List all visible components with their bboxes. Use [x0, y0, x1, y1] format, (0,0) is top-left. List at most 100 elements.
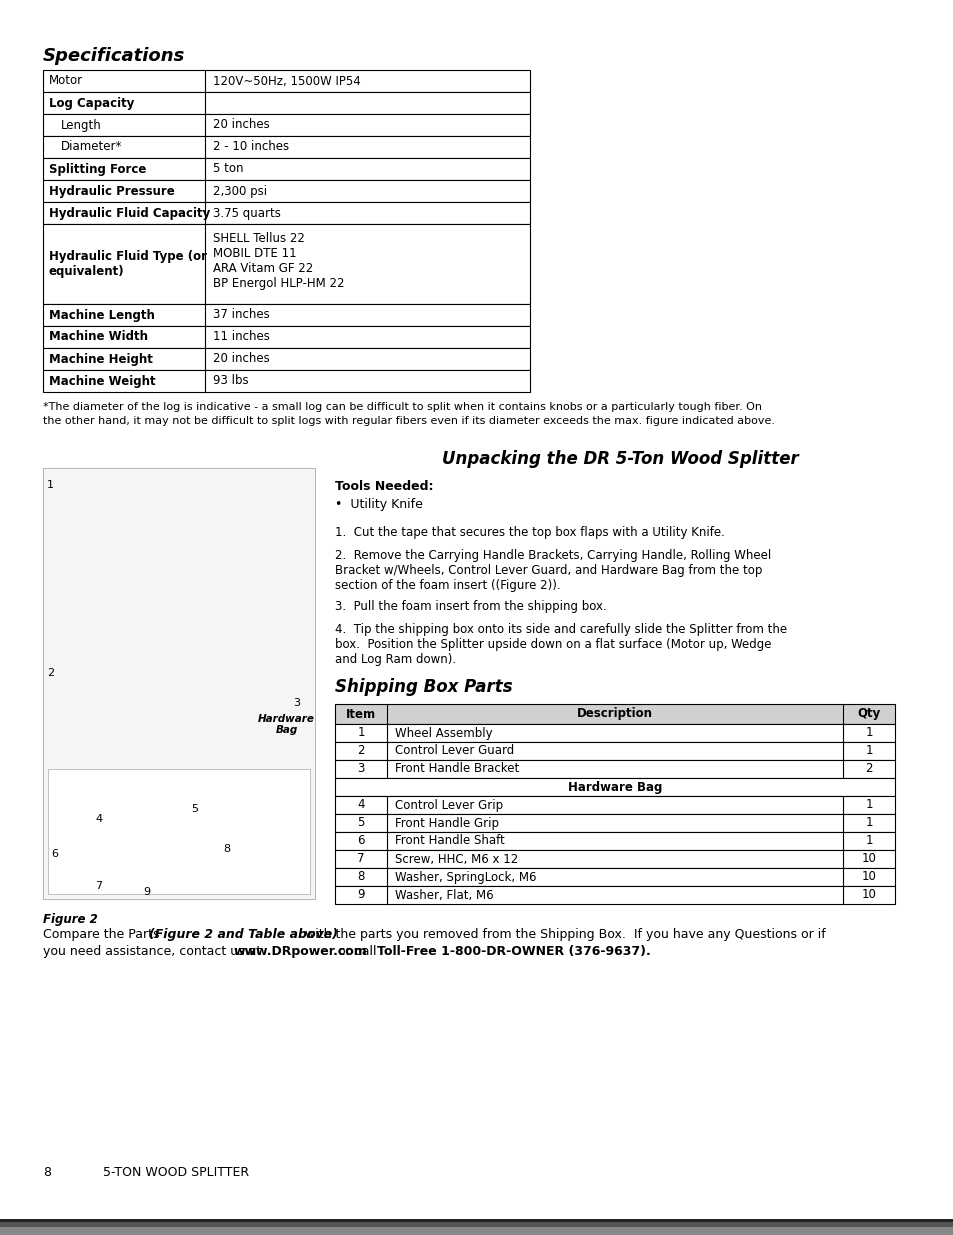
Bar: [43, 348, 530, 370]
Text: 2: 2: [47, 668, 54, 678]
Bar: [43, 203, 530, 224]
Text: Splitting Force: Splitting Force: [49, 163, 146, 175]
Bar: [335, 704, 894, 724]
Text: 8: 8: [357, 871, 364, 883]
Bar: [43, 326, 530, 348]
Text: Unpacking the DR 5-Ton Wood Splitter: Unpacking the DR 5-Ton Wood Splitter: [441, 450, 798, 468]
Text: 2 - 10 inches: 2 - 10 inches: [213, 141, 289, 153]
Text: 9: 9: [143, 887, 150, 897]
Text: Log Capacity: Log Capacity: [49, 96, 134, 110]
Bar: [0, 1219, 953, 1221]
Bar: [43, 224, 530, 304]
Text: 6: 6: [356, 835, 364, 847]
Bar: [335, 850, 894, 868]
Bar: [43, 91, 530, 114]
Bar: [43, 70, 530, 91]
Text: 6: 6: [51, 848, 58, 860]
Text: Hardware Bag: Hardware Bag: [567, 781, 661, 794]
Text: Length: Length: [61, 119, 102, 131]
Text: Wheel Assembly: Wheel Assembly: [395, 726, 492, 740]
Text: 8: 8: [43, 1167, 51, 1179]
Text: 11 inches: 11 inches: [213, 331, 270, 343]
Text: 3.  Pull the foam insert from the shipping box.: 3. Pull the foam insert from the shippin…: [335, 600, 606, 613]
Text: Machine Weight: Machine Weight: [49, 374, 155, 388]
Text: Front Handle Bracket: Front Handle Bracket: [395, 762, 518, 776]
Text: Washer, Flat, M6: Washer, Flat, M6: [395, 888, 493, 902]
Text: Screw, HHC, M6 x 12: Screw, HHC, M6 x 12: [395, 852, 517, 866]
Text: Hydraulic Pressure: Hydraulic Pressure: [49, 184, 174, 198]
Text: 3.75 quarts: 3.75 quarts: [213, 206, 280, 220]
Text: Machine Length: Machine Length: [49, 309, 154, 321]
Bar: [43, 136, 530, 158]
Text: 3: 3: [357, 762, 364, 776]
Bar: [43, 114, 530, 136]
Text: 5: 5: [191, 804, 198, 814]
Text: you need assistance, contact us at: you need assistance, contact us at: [43, 945, 265, 958]
Text: 7: 7: [356, 852, 364, 866]
Text: 1: 1: [864, 726, 872, 740]
Bar: [335, 760, 894, 778]
Bar: [335, 778, 894, 797]
Text: Motor: Motor: [49, 74, 83, 88]
Text: 20 inches: 20 inches: [213, 352, 270, 366]
Text: 1: 1: [864, 799, 872, 811]
Bar: [335, 868, 894, 885]
Bar: [43, 158, 530, 180]
Bar: [335, 832, 894, 850]
Text: 5-TON WOOD SPLITTER: 5-TON WOOD SPLITTER: [103, 1167, 249, 1179]
Text: 10: 10: [861, 871, 876, 883]
Text: the other hand, it may not be difficult to split logs with regular fibers even i: the other hand, it may not be difficult …: [43, 416, 774, 426]
Text: 9: 9: [356, 888, 364, 902]
Bar: [43, 180, 530, 203]
Text: www.DRpower.com: www.DRpower.com: [233, 945, 367, 958]
Text: Machine Width: Machine Width: [49, 331, 148, 343]
Bar: [0, 1221, 953, 1228]
Text: Front Handle Shaft: Front Handle Shaft: [395, 835, 504, 847]
Text: SHELL Tellus 22
MOBIL DTE 11
ARA Vitam GF 22
BP Energol HLP-HM 22: SHELL Tellus 22 MOBIL DTE 11 ARA Vitam G…: [213, 232, 344, 290]
Text: Front Handle Grip: Front Handle Grip: [395, 816, 498, 830]
Text: Diameter*: Diameter*: [61, 141, 122, 153]
Bar: [335, 742, 894, 760]
Text: *The diameter of the log is indicative - a small log can be difficult to split w: *The diameter of the log is indicative -…: [43, 403, 761, 412]
Text: Control Lever Grip: Control Lever Grip: [395, 799, 502, 811]
Text: 2.  Remove the Carrying Handle Brackets, Carrying Handle, Rolling Wheel
Bracket : 2. Remove the Carrying Handle Brackets, …: [335, 550, 770, 592]
Text: Shipping Box Parts: Shipping Box Parts: [335, 678, 512, 697]
Text: 3: 3: [293, 699, 299, 709]
Text: with the parts you removed from the Shipping Box.  If you have any Questions or : with the parts you removed from the Ship…: [301, 927, 825, 941]
Text: Item: Item: [346, 708, 375, 720]
Bar: [335, 797, 894, 814]
Bar: [43, 370, 530, 391]
Text: Description: Description: [577, 708, 652, 720]
Text: Hardware
Bag: Hardware Bag: [257, 714, 314, 735]
Text: 7: 7: [95, 881, 102, 890]
Text: 4.  Tip the shipping box onto its side and carefully slide the Splitter from the: 4. Tip the shipping box onto its side an…: [335, 622, 786, 666]
Text: Hydraulic Fluid Type (or
equivalent): Hydraulic Fluid Type (or equivalent): [49, 249, 207, 278]
Text: 10: 10: [861, 852, 876, 866]
Text: Specifications: Specifications: [43, 47, 185, 65]
Text: 20 inches: 20 inches: [213, 119, 270, 131]
Bar: [0, 1228, 953, 1235]
Text: Machine Height: Machine Height: [49, 352, 152, 366]
Text: or call: or call: [334, 945, 380, 958]
Text: 1.  Cut the tape that secures the top box flaps with a Utility Knife.: 1. Cut the tape that secures the top box…: [335, 526, 724, 538]
Text: 120V~50Hz, 1500W IP54: 120V~50Hz, 1500W IP54: [213, 74, 360, 88]
Text: 8: 8: [223, 844, 230, 853]
Bar: [48, 769, 310, 894]
Bar: [335, 724, 894, 742]
Text: (Figure 2 and Table above): (Figure 2 and Table above): [149, 927, 337, 941]
Text: Compare the Parts: Compare the Parts: [43, 927, 163, 941]
Text: Figure 2: Figure 2: [43, 913, 97, 926]
Text: 2,300 psi: 2,300 psi: [213, 184, 267, 198]
Text: Control Lever Guard: Control Lever Guard: [395, 745, 514, 757]
Text: 1: 1: [47, 480, 54, 490]
Text: 2: 2: [864, 762, 872, 776]
Text: Hydraulic Fluid Capacity: Hydraulic Fluid Capacity: [49, 206, 210, 220]
Text: 1: 1: [864, 816, 872, 830]
Text: 2.  Remove the Carrying Handle Brackets, Carrying Handle, Rolling Wheel
Bracket : 2. Remove the Carrying Handle Brackets, …: [335, 550, 770, 592]
Text: 10: 10: [861, 888, 876, 902]
Bar: [335, 885, 894, 904]
Text: 5: 5: [357, 816, 364, 830]
Text: 1: 1: [864, 745, 872, 757]
Bar: [335, 814, 894, 832]
Text: 1: 1: [356, 726, 364, 740]
